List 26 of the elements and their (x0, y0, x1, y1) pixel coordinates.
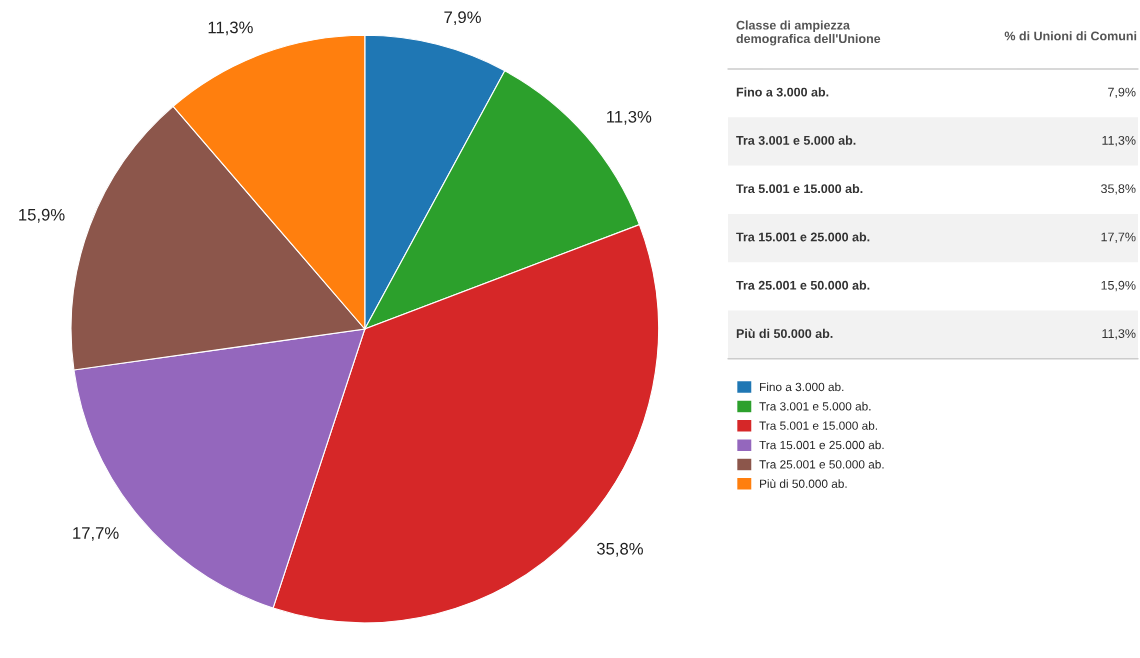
category-label: Tra 25.001 e 50.000 ab. (736, 280, 870, 290)
legend-label: Tra 3.001 e 5.000 ab. (759, 401, 871, 411)
text: 11,3% (1102, 329, 1136, 340)
text: 11,3% (1102, 135, 1136, 147)
text: 7,9% (1108, 87, 1136, 98)
data-label: 11,3% (607, 110, 652, 125)
data-label: 15,9% (19, 208, 65, 223)
text: % di Unioni di Comuni (1004, 31, 1137, 41)
legend-label: Più di 50.000 ab. (760, 479, 847, 488)
text: 17,7% (1101, 232, 1136, 243)
data-label: 7,9% (444, 11, 481, 26)
data-label: 35,8% (596, 542, 643, 557)
category-label: Più di 50.000 ab. (736, 328, 833, 339)
text: 15,9% (1101, 280, 1136, 292)
data-label: 17,7% (73, 527, 119, 541)
category-label: Tra 3.001 e 5.000 ab. (736, 135, 856, 145)
legend-label: Tra 5.001 e 15.000 ab. (759, 421, 877, 430)
data-label: 11,3% (208, 21, 253, 36)
text: Classe di ampiezza demografica dell'Unione (736, 20, 881, 46)
category-label: Tra 15.001 e 25.000 ab. (736, 232, 870, 242)
text: 35,8% (1101, 184, 1136, 195)
legend-label: Fino a 3.000 ab. (760, 382, 844, 392)
category-label: Fino a 3.000 ab. (736, 87, 829, 97)
legend-label: Tra 25.001 e 50.000 ab. (759, 459, 884, 469)
legend-label: Tra 15.001 e 25.000 ab. (759, 440, 884, 450)
slice-label: Tra 5.001 e 15.000 ab. (736, 183, 863, 194)
